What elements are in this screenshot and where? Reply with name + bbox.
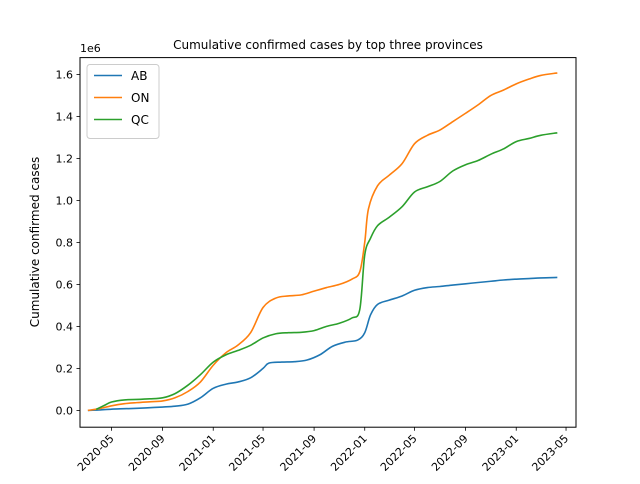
chart-title: Cumulative confirmed cases by top three … xyxy=(173,38,483,52)
legend-label-ab: AB xyxy=(131,69,147,83)
legend-label-qc: QC xyxy=(131,113,149,127)
plot-frame xyxy=(79,57,577,428)
series-line-ab xyxy=(87,276,558,412)
y-tick-label: 0.2 xyxy=(56,362,74,375)
legend-label-on: ON xyxy=(131,91,149,105)
y-tick-label: 0.0 xyxy=(56,404,74,417)
y-tick-label: 0.6 xyxy=(56,278,74,291)
y-tick-label: 0.8 xyxy=(56,236,74,249)
series-line-on xyxy=(87,72,558,412)
y-tick-label: 1.0 xyxy=(56,194,74,207)
y-axis-scale-label: 1e6 xyxy=(80,42,101,55)
y-tick-label: 0.4 xyxy=(56,320,74,333)
y-tick-label: 1.2 xyxy=(56,152,74,165)
y-axis-label: Cumulative confirmed cases xyxy=(28,157,42,327)
series-line-qc xyxy=(95,131,558,411)
legend: AB ON QC xyxy=(86,64,160,139)
y-tick-label: 1.6 xyxy=(56,68,74,81)
y-tick-label: 1.4 xyxy=(56,110,74,123)
